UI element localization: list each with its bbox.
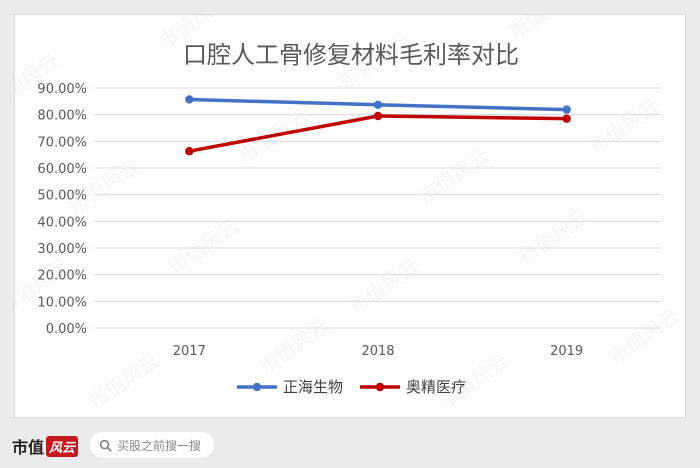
brand-logo[interactable]: 市值 风云 [12, 432, 79, 460]
brand-name: 市值 [12, 438, 45, 457]
x-tick-label: 2019 [550, 344, 583, 359]
chart-title: 口腔人工骨修复材料毛利率对比 [183, 41, 519, 69]
y-tick-label: 40.00% [37, 215, 87, 230]
search-placeholder: 买股之前搜一搜 [117, 438, 202, 453]
watermark-text: 市值风云 [504, 15, 583, 44]
y-tick-label: 10.00% [37, 295, 87, 310]
brand-stamp: 风云 [46, 435, 79, 457]
y-tick-label: 0.00% [46, 322, 87, 337]
y-tick-label: 50.00% [37, 189, 87, 204]
watermark-text: 市值风云 [604, 304, 683, 370]
data-point[interactable] [562, 114, 571, 123]
legend-label: 奥精医疗 [406, 378, 466, 396]
data-point[interactable] [373, 100, 383, 110]
legend-marker [375, 382, 385, 392]
y-tick-label: 30.00% [37, 242, 87, 257]
data-point[interactable] [185, 147, 194, 156]
legend-item[interactable]: 正海生物 [237, 378, 343, 396]
data-point[interactable] [562, 105, 571, 114]
y-axis-tick-labels: 0.00% 10.00% 20.00% 30.00% 40.00% 50.00% 60.00… [37, 82, 87, 337]
y-tick-label: 80.00% [37, 109, 87, 124]
legend-marker [252, 382, 262, 392]
y-tick-label: 60.00% [37, 162, 87, 177]
watermark-text: 市值风云 [164, 214, 243, 280]
y-tick-label: 70.00% [37, 135, 87, 150]
watermark-text: 市值风云 [414, 144, 493, 210]
x-tick-label: 2017 [173, 344, 206, 359]
chart-card: 市值风云 市值风云 市值风云 市值风云 市值风云 市值风云 市值风云 市值风云 市值风云 市值风云… [14, 14, 686, 418]
footer-bar: 市值 风云 买股之前搜一搜 [0, 424, 700, 468]
watermark-text: 市值风云 [514, 204, 593, 270]
data-point[interactable] [185, 95, 194, 104]
watermark-text: 市值风云 [584, 94, 663, 160]
series-layer [185, 95, 571, 156]
watermark-text: 市值风云 [254, 314, 333, 380]
legend-label: 正海生物 [283, 378, 343, 396]
search-input[interactable]: 买股之前搜一搜 [90, 432, 214, 458]
line-chart: 市值风云市值风云市值风云市值风云市值风云市值风云市值风云市值风云市值风云市值风云… [15, 15, 683, 415]
legend: 正海生物 奥精医疗 [237, 378, 466, 396]
x-axis-tick-labels: 2017 2018 2019 [173, 344, 583, 359]
y-tick-label: 90.00% [37, 82, 87, 97]
legend-item[interactable]: 奥精医疗 [360, 378, 466, 396]
search-icon [99, 439, 112, 451]
watermark-text: 市值风云 [344, 254, 423, 320]
data-point[interactable] [373, 111, 383, 121]
x-tick-label: 2018 [361, 344, 394, 359]
y-tick-label: 20.00% [37, 269, 87, 284]
watermark-text: 市值风云 [84, 349, 163, 415]
